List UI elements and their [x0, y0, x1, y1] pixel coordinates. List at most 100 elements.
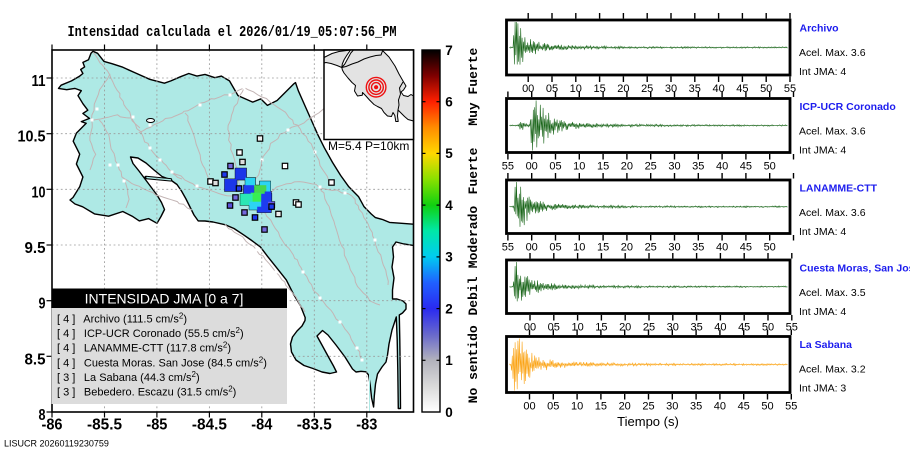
svg-text:45: 45	[738, 401, 750, 413]
svg-text:45: 45	[736, 83, 748, 95]
svg-text:Cuesta Moras, San Jose: Cuesta Moras, San Jose	[800, 263, 910, 275]
svg-text:20: 20	[621, 161, 633, 173]
svg-text:30: 30	[668, 161, 680, 173]
svg-text:15: 15	[597, 161, 609, 173]
svg-text:0: 0	[445, 405, 453, 420]
svg-text:-84: -84	[251, 417, 272, 434]
svg-text:55: 55	[502, 161, 514, 173]
svg-text:INTENSIDAD JMA [0 a 7]: INTENSIDAD JMA [0 a 7]	[85, 291, 244, 307]
svg-text:35: 35	[689, 83, 701, 95]
svg-text:Moderado: Moderado	[466, 206, 481, 269]
svg-text:20: 20	[621, 242, 633, 254]
svg-text:15: 15	[597, 242, 609, 254]
svg-text:M=5.4 P=10km: M=5.4 P=10km	[328, 139, 409, 153]
svg-text:Int JMA: 4: Int JMA: 4	[799, 306, 846, 318]
svg-text:Debil: Debil	[466, 276, 481, 315]
svg-text:Int JMA: 4: Int JMA: 4	[799, 144, 846, 156]
svg-text:[ 3 ] La Sabana (44.3 cm/s2): [ 3 ] La Sabana (44.3 cm/s2)	[57, 370, 200, 384]
svg-text:1: 1	[445, 353, 453, 368]
svg-text:55: 55	[502, 242, 514, 254]
svg-text:10: 10	[573, 161, 585, 173]
svg-text:40: 40	[716, 242, 728, 254]
svg-text:Int JMA: 4: Int JMA: 4	[799, 226, 846, 238]
svg-text:Tiempo (s): Tiempo (s)	[617, 414, 679, 429]
svg-text:2: 2	[445, 301, 453, 316]
svg-text:11: 11	[32, 73, 46, 90]
svg-text:Acel. Max. 3.6: Acel. Max. 3.6	[799, 207, 866, 219]
svg-text:00: 00	[526, 161, 538, 173]
svg-text:40: 40	[712, 83, 724, 95]
svg-text:8.5: 8.5	[25, 351, 46, 368]
svg-text:Muy Fuerte: Muy Fuerte	[466, 47, 481, 125]
svg-text:10: 10	[570, 83, 582, 95]
svg-text:Acel. Max. 3.2: Acel. Max. 3.2	[799, 364, 866, 376]
svg-text:[ 4 ] LANAMME-CTT (117.8 cm/s: [ 4 ] LANAMME-CTT (117.8 cm/s2)	[57, 341, 231, 355]
svg-text:40: 40	[716, 161, 728, 173]
svg-text:25: 25	[641, 83, 653, 95]
svg-text:05: 05	[547, 401, 559, 413]
svg-text:Archivo: Archivo	[800, 23, 839, 35]
svg-text:05: 05	[546, 83, 558, 95]
svg-text:00: 00	[523, 401, 535, 413]
svg-text:-85: -85	[146, 417, 167, 434]
svg-text:45: 45	[740, 242, 752, 254]
svg-text:7: 7	[445, 43, 453, 58]
svg-text:-84.5: -84.5	[192, 417, 227, 434]
svg-text:15: 15	[593, 83, 605, 95]
svg-text:30: 30	[665, 83, 677, 95]
svg-text:50: 50	[764, 161, 776, 173]
svg-text:25: 25	[642, 401, 654, 413]
svg-text:40: 40	[714, 401, 726, 413]
svg-text:05: 05	[549, 161, 561, 173]
svg-text:5: 5	[445, 146, 453, 161]
svg-text:La Sabana: La Sabana	[800, 339, 853, 351]
svg-text:50: 50	[764, 242, 776, 254]
svg-text:00: 00	[526, 242, 538, 254]
svg-text:35: 35	[692, 161, 704, 173]
svg-text:[ 3 ] Bebedero. Escazu (31.5: [ 3 ] Bebedero. Escazu (31.5 cm/s2)	[57, 385, 236, 399]
svg-text:No sentido: No sentido	[466, 325, 481, 403]
svg-text:25: 25	[645, 161, 657, 173]
svg-text:10: 10	[573, 242, 585, 254]
svg-text:ICP-UCR Coronado: ICP-UCR Coronado	[800, 101, 896, 113]
svg-text:10: 10	[32, 184, 46, 201]
svg-text:8: 8	[39, 407, 46, 424]
svg-text:9.5: 9.5	[25, 240, 46, 257]
svg-text:35: 35	[690, 401, 702, 413]
svg-text:[ 4 ] Cuesta Moras. San Jose: [ 4 ] Cuesta Moras. San Jose (84.5 cm/s2…	[57, 355, 267, 369]
svg-text:10: 10	[571, 401, 583, 413]
svg-text:10.5: 10.5	[18, 129, 46, 146]
svg-text:Int JMA: 4: Int JMA: 4	[799, 66, 846, 78]
svg-text:35: 35	[692, 242, 704, 254]
svg-text:3: 3	[445, 250, 453, 265]
svg-text:9: 9	[39, 296, 46, 313]
svg-text:-83: -83	[356, 417, 377, 434]
svg-text:Fuerte: Fuerte	[466, 147, 481, 194]
svg-text:LANAMME-CTT: LANAMME-CTT	[800, 183, 878, 195]
svg-text:Int JMA: 3: Int JMA: 3	[799, 382, 846, 394]
svg-text:50: 50	[761, 401, 773, 413]
svg-text:Acel. Max. 3.5: Acel. Max. 3.5	[799, 287, 866, 299]
svg-text:Intensidad calculada el 2026/0: Intensidad calculada el 2026/01/19_05:07…	[68, 25, 397, 41]
svg-text:20: 20	[617, 83, 629, 95]
svg-text:Acel. Max. 3.6: Acel. Max. 3.6	[799, 126, 866, 138]
svg-text:4: 4	[445, 198, 453, 213]
svg-text:30: 30	[666, 401, 678, 413]
svg-text:25: 25	[645, 242, 657, 254]
svg-text:50: 50	[760, 83, 772, 95]
svg-text:-83.5: -83.5	[297, 417, 332, 434]
svg-text:15: 15	[595, 401, 607, 413]
svg-text:30: 30	[668, 242, 680, 254]
svg-text:45: 45	[740, 161, 752, 173]
svg-text:6: 6	[445, 95, 453, 110]
svg-text:Acel. Max. 3.6: Acel. Max. 3.6	[799, 47, 866, 59]
svg-text:00: 00	[522, 83, 534, 95]
svg-text:55: 55	[784, 83, 796, 95]
svg-text:LISUCR 20260119230759: LISUCR 20260119230759	[4, 439, 109, 449]
svg-text:[ 4 ] Archivo (111.5 cm/s2): [ 4 ] Archivo (111.5 cm/s2)	[57, 312, 187, 326]
svg-text:[ 4 ] ICP-UCR Coronado (55.5: [ 4 ] ICP-UCR Coronado (55.5 cm/s2)	[57, 326, 244, 340]
svg-text:-85.5: -85.5	[87, 417, 122, 434]
svg-text:55: 55	[785, 401, 797, 413]
svg-text:20: 20	[619, 401, 631, 413]
svg-text:05: 05	[549, 242, 561, 254]
